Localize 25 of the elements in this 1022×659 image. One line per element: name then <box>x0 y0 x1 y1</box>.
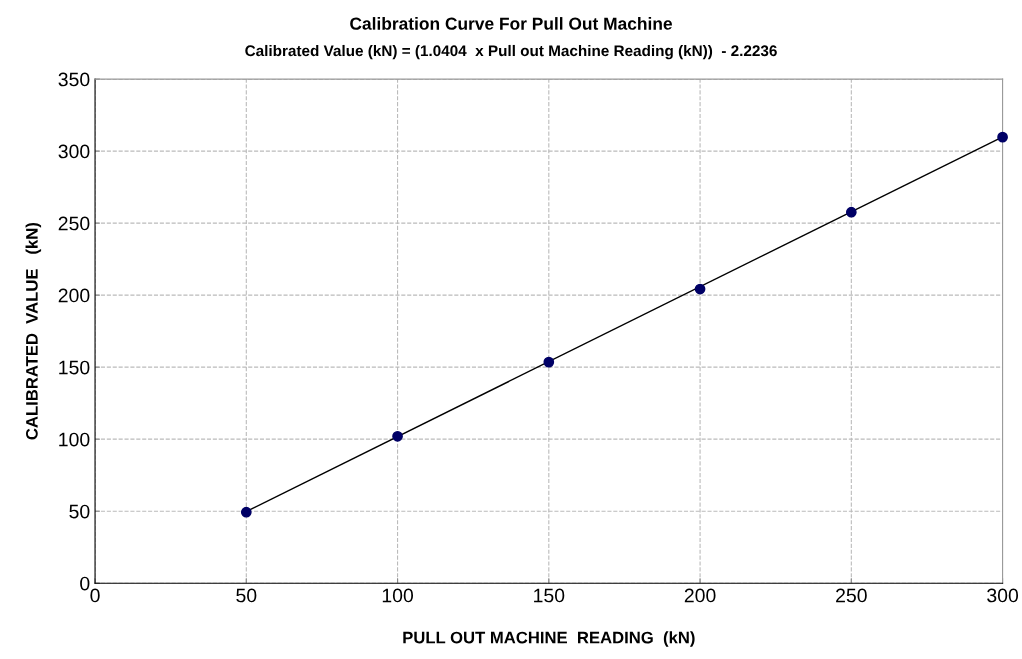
point <box>543 356 555 368</box>
point <box>392 430 403 442</box>
y-tick-label: 0 <box>80 576 90 591</box>
y-tick-label: 300 <box>58 144 90 159</box>
point <box>240 506 252 518</box>
x-tick-label: 150 <box>534 588 565 603</box>
point <box>845 206 857 218</box>
x-tick-label: 250 <box>836 588 867 603</box>
y-tick-label: 50 <box>69 504 90 519</box>
x-tick-label: 300 <box>987 588 1019 603</box>
point <box>694 283 706 295</box>
x-tick-label: 100 <box>382 588 414 603</box>
x-tick-label: 200 <box>684 588 716 603</box>
chart-title: Calibration Curve For Pull Out Machine <box>350 17 672 30</box>
x-tick-label: 0 <box>90 588 100 603</box>
x-axis-title: PULL OUT MACHINE READING (kN) <box>403 631 695 647</box>
y-tick-label: 200 <box>58 288 90 303</box>
y-axis-title: CALIBRATED VALUE (kN) <box>25 223 42 440</box>
y-tick-label: 100 <box>59 432 90 447</box>
y-tick-label: 150 <box>59 360 90 375</box>
chart-subtitle: Calibrated Value (kN) = (1.0404 x Pull out Machine Reading (kN)) - 2.2236 <box>245 44 777 60</box>
point <box>997 131 1008 143</box>
y-tick-label: 350 <box>58 72 90 87</box>
y-tick-label: 250 <box>58 216 90 231</box>
x-tick-label: 50 <box>236 588 257 603</box>
